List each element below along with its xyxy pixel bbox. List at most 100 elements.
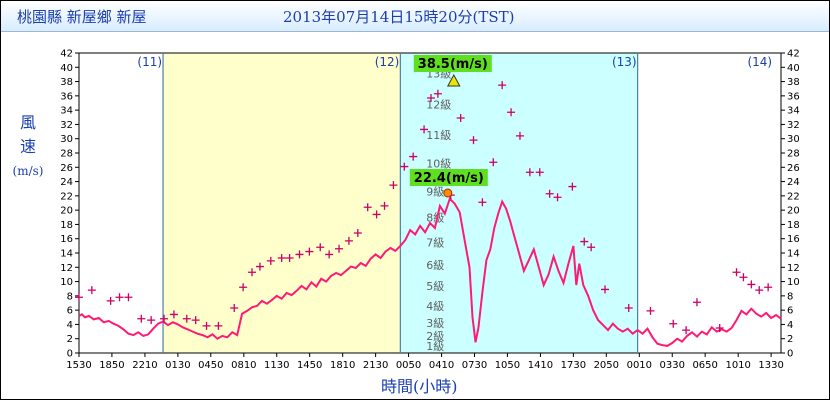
max-mean-marker bbox=[443, 188, 453, 198]
beaufort-level-label: 9級 bbox=[426, 186, 444, 199]
gust-point bbox=[239, 283, 248, 292]
x-tick-label: 1850 bbox=[99, 360, 124, 371]
gust-point bbox=[389, 181, 398, 190]
y-tick-label-left: 34 bbox=[60, 106, 73, 117]
gust-point bbox=[277, 254, 286, 262]
x-tick-label: 0050 bbox=[396, 360, 421, 371]
x-tick-label: 1530 bbox=[66, 360, 91, 371]
y-tick-label-left: 22 bbox=[60, 191, 73, 202]
title-bar: 桃園縣 新屋鄉 新屋 2013年07月14日15時20分(TST) bbox=[1, 1, 829, 32]
beaufort-level-label: 7級 bbox=[426, 236, 444, 249]
beaufort-level-label: 8級 bbox=[426, 211, 444, 224]
gust-point bbox=[553, 193, 562, 202]
y-axis-title-char-1: 風 bbox=[19, 113, 36, 132]
y-tick-label-left: 2 bbox=[67, 334, 73, 345]
y-tick-label-right: 8 bbox=[787, 291, 793, 302]
y-tick-label-right: 26 bbox=[787, 163, 800, 174]
y-axis-title-char-2: 速 bbox=[19, 137, 36, 156]
x-tick-label: 1010 bbox=[725, 360, 750, 371]
x-tick-label: 1810 bbox=[330, 360, 355, 371]
x-tick-label: 0650 bbox=[692, 360, 717, 371]
x-tick-label: 0810 bbox=[231, 360, 256, 371]
gust-point bbox=[335, 244, 344, 253]
gust-point bbox=[469, 136, 478, 145]
y-tick-label-right: 12 bbox=[787, 263, 800, 274]
y-tick-label-left: 4 bbox=[67, 320, 73, 331]
gust-point bbox=[344, 236, 353, 245]
gust-point bbox=[682, 326, 691, 335]
band-before bbox=[163, 53, 401, 353]
plot-area bbox=[78, 52, 782, 354]
x-tick-label: 2210 bbox=[132, 360, 157, 371]
beaufort-level-label: 6級 bbox=[426, 259, 444, 272]
gust-point bbox=[580, 237, 589, 246]
gust-point bbox=[535, 168, 544, 177]
gust-point bbox=[182, 314, 191, 323]
gust-point bbox=[601, 285, 610, 294]
gust-point bbox=[305, 247, 314, 256]
beaufort-level-label: 4級 bbox=[426, 300, 444, 313]
gust-point bbox=[372, 210, 381, 219]
y-tick-label-left: 28 bbox=[60, 149, 73, 160]
gust-point bbox=[124, 293, 133, 302]
gust-point bbox=[115, 293, 124, 302]
x-tick-label: 2130 bbox=[363, 360, 388, 371]
y-tick-label-right: 34 bbox=[787, 106, 800, 117]
x-tick-label: 0450 bbox=[198, 360, 223, 371]
y-tick-label-right: 0 bbox=[787, 349, 793, 360]
max-mean-label: 22.4(m/s) bbox=[414, 171, 484, 186]
x-tick-label: 1450 bbox=[297, 360, 322, 371]
gust-point bbox=[669, 319, 678, 328]
observation-time: 2013年07月14日15時20分(TST) bbox=[283, 8, 515, 26]
gust-point bbox=[75, 293, 83, 302]
y-tick-label-right: 14 bbox=[787, 249, 800, 260]
y-tick-label-left: 8 bbox=[67, 291, 73, 302]
x-tick-label: 0410 bbox=[429, 360, 454, 371]
day-marker-label: (11) bbox=[137, 55, 162, 69]
gust-point bbox=[380, 201, 389, 210]
gust-point bbox=[755, 286, 764, 295]
gust-point bbox=[147, 316, 156, 325]
y-tick-label-left: 10 bbox=[60, 277, 73, 288]
y-tick-label-left: 36 bbox=[60, 91, 73, 102]
beaufort-level-label: 3級 bbox=[426, 317, 444, 330]
y-tick-label-left: 32 bbox=[60, 120, 73, 131]
y-tick-label-left: 6 bbox=[67, 306, 73, 317]
x-tick-label: 0010 bbox=[627, 360, 652, 371]
y-tick-label-right: 4 bbox=[787, 320, 793, 331]
gust-point bbox=[266, 256, 275, 265]
y-tick-label-right: 36 bbox=[787, 91, 800, 102]
x-tick-label: 1730 bbox=[561, 360, 586, 371]
gust-point bbox=[316, 243, 325, 252]
y-tick-label-right: 2 bbox=[787, 334, 793, 345]
beaufort-level-label: 12級 bbox=[426, 98, 451, 111]
gust-point bbox=[87, 286, 96, 295]
y-tick-label-left: 40 bbox=[60, 63, 73, 74]
gust-point bbox=[202, 321, 211, 330]
y-tick-label-left: 30 bbox=[60, 134, 73, 145]
y-tick-label-right: 38 bbox=[787, 77, 800, 88]
y-tick-label-left: 12 bbox=[60, 263, 73, 274]
y-tick-label-right: 30 bbox=[787, 134, 800, 145]
gust-point bbox=[191, 316, 200, 325]
gust-point bbox=[248, 268, 257, 277]
beaufort-level-label: 10級 bbox=[426, 158, 451, 171]
y-tick-label-left: 18 bbox=[60, 220, 73, 231]
beaufort-level-label: 11級 bbox=[426, 129, 451, 142]
gust-point bbox=[456, 114, 465, 122]
x-tick-label: 0330 bbox=[660, 360, 685, 371]
gust-point bbox=[739, 273, 748, 282]
y-tick-label-left: 38 bbox=[60, 77, 73, 88]
gust-point bbox=[160, 314, 169, 323]
gust-point bbox=[764, 283, 773, 292]
beaufort-level-label: 1級 bbox=[426, 340, 444, 353]
y-tick-label-left: 20 bbox=[60, 206, 73, 217]
y-tick-label-left: 0 bbox=[67, 349, 73, 360]
y-tick-label-right: 10 bbox=[787, 277, 800, 288]
beaufort-level-label: 2級 bbox=[426, 330, 444, 343]
gust-point bbox=[295, 250, 304, 259]
y-tick-label-right: 40 bbox=[787, 63, 800, 74]
day-marker-label: (14) bbox=[747, 55, 772, 69]
gust-point bbox=[426, 94, 435, 102]
